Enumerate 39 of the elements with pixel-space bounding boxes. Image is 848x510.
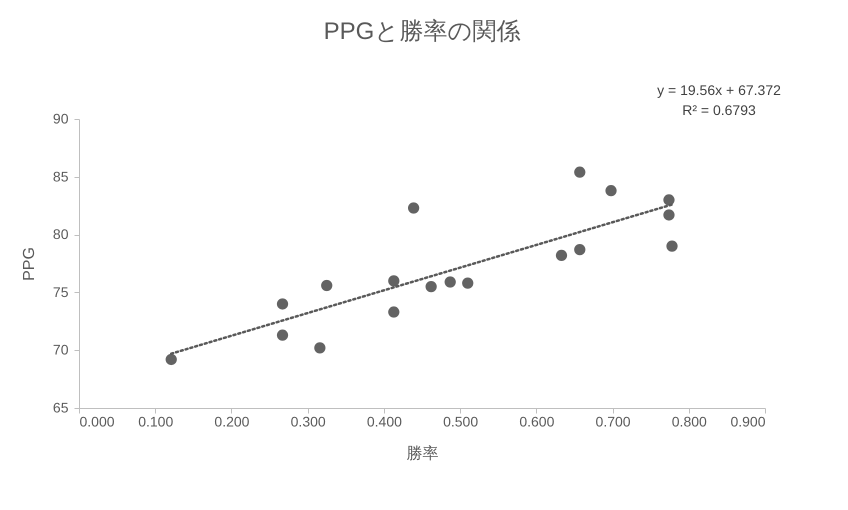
point: [573, 243, 586, 256]
text: R² = 0.6793: [682, 102, 756, 118]
y-axis-title: PPG: [20, 247, 38, 281]
y-tick-label: 80: [52, 226, 69, 242]
y-tick-label: 75: [52, 284, 69, 300]
point: [406, 201, 420, 215]
y-tick-label: 70: [52, 342, 69, 358]
point: [387, 305, 400, 319]
x-tick-label: 0.800: [672, 414, 707, 430]
x-tick-label: 0.500: [443, 414, 478, 430]
y-tick-label: 65: [52, 400, 69, 416]
x-tick-label: 0.600: [519, 414, 555, 430]
point: [604, 184, 618, 198]
point: [554, 248, 568, 262]
point: [573, 166, 586, 179]
y-tick-label: 85: [52, 168, 69, 184]
x-tick-label: 0.400: [366, 414, 402, 430]
point: [444, 275, 457, 289]
point: [276, 328, 290, 342]
x-tick-label: 0.100: [138, 414, 174, 430]
x-axis-title: 勝率: [406, 444, 438, 462]
x-tick-label: 0.000: [80, 414, 115, 430]
chart-title: PPGと勝率の関係: [324, 18, 520, 45]
point: [276, 297, 290, 311]
point: [313, 341, 326, 354]
text: y = 19.56x + 67.372: [657, 82, 782, 98]
y-tick-label: 90: [52, 110, 69, 126]
point: [164, 352, 178, 366]
point: [387, 274, 400, 288]
x-tick-label: 0.900: [730, 414, 766, 430]
point: [320, 278, 334, 292]
x-tick-label: 0.700: [596, 414, 631, 430]
point: [662, 193, 676, 207]
x-tick-label: 0.200: [214, 414, 250, 430]
point: [461, 276, 474, 290]
point: [662, 208, 676, 222]
x-tick-label: 0.300: [290, 414, 326, 430]
point: [665, 240, 679, 253]
point: [424, 280, 438, 294]
